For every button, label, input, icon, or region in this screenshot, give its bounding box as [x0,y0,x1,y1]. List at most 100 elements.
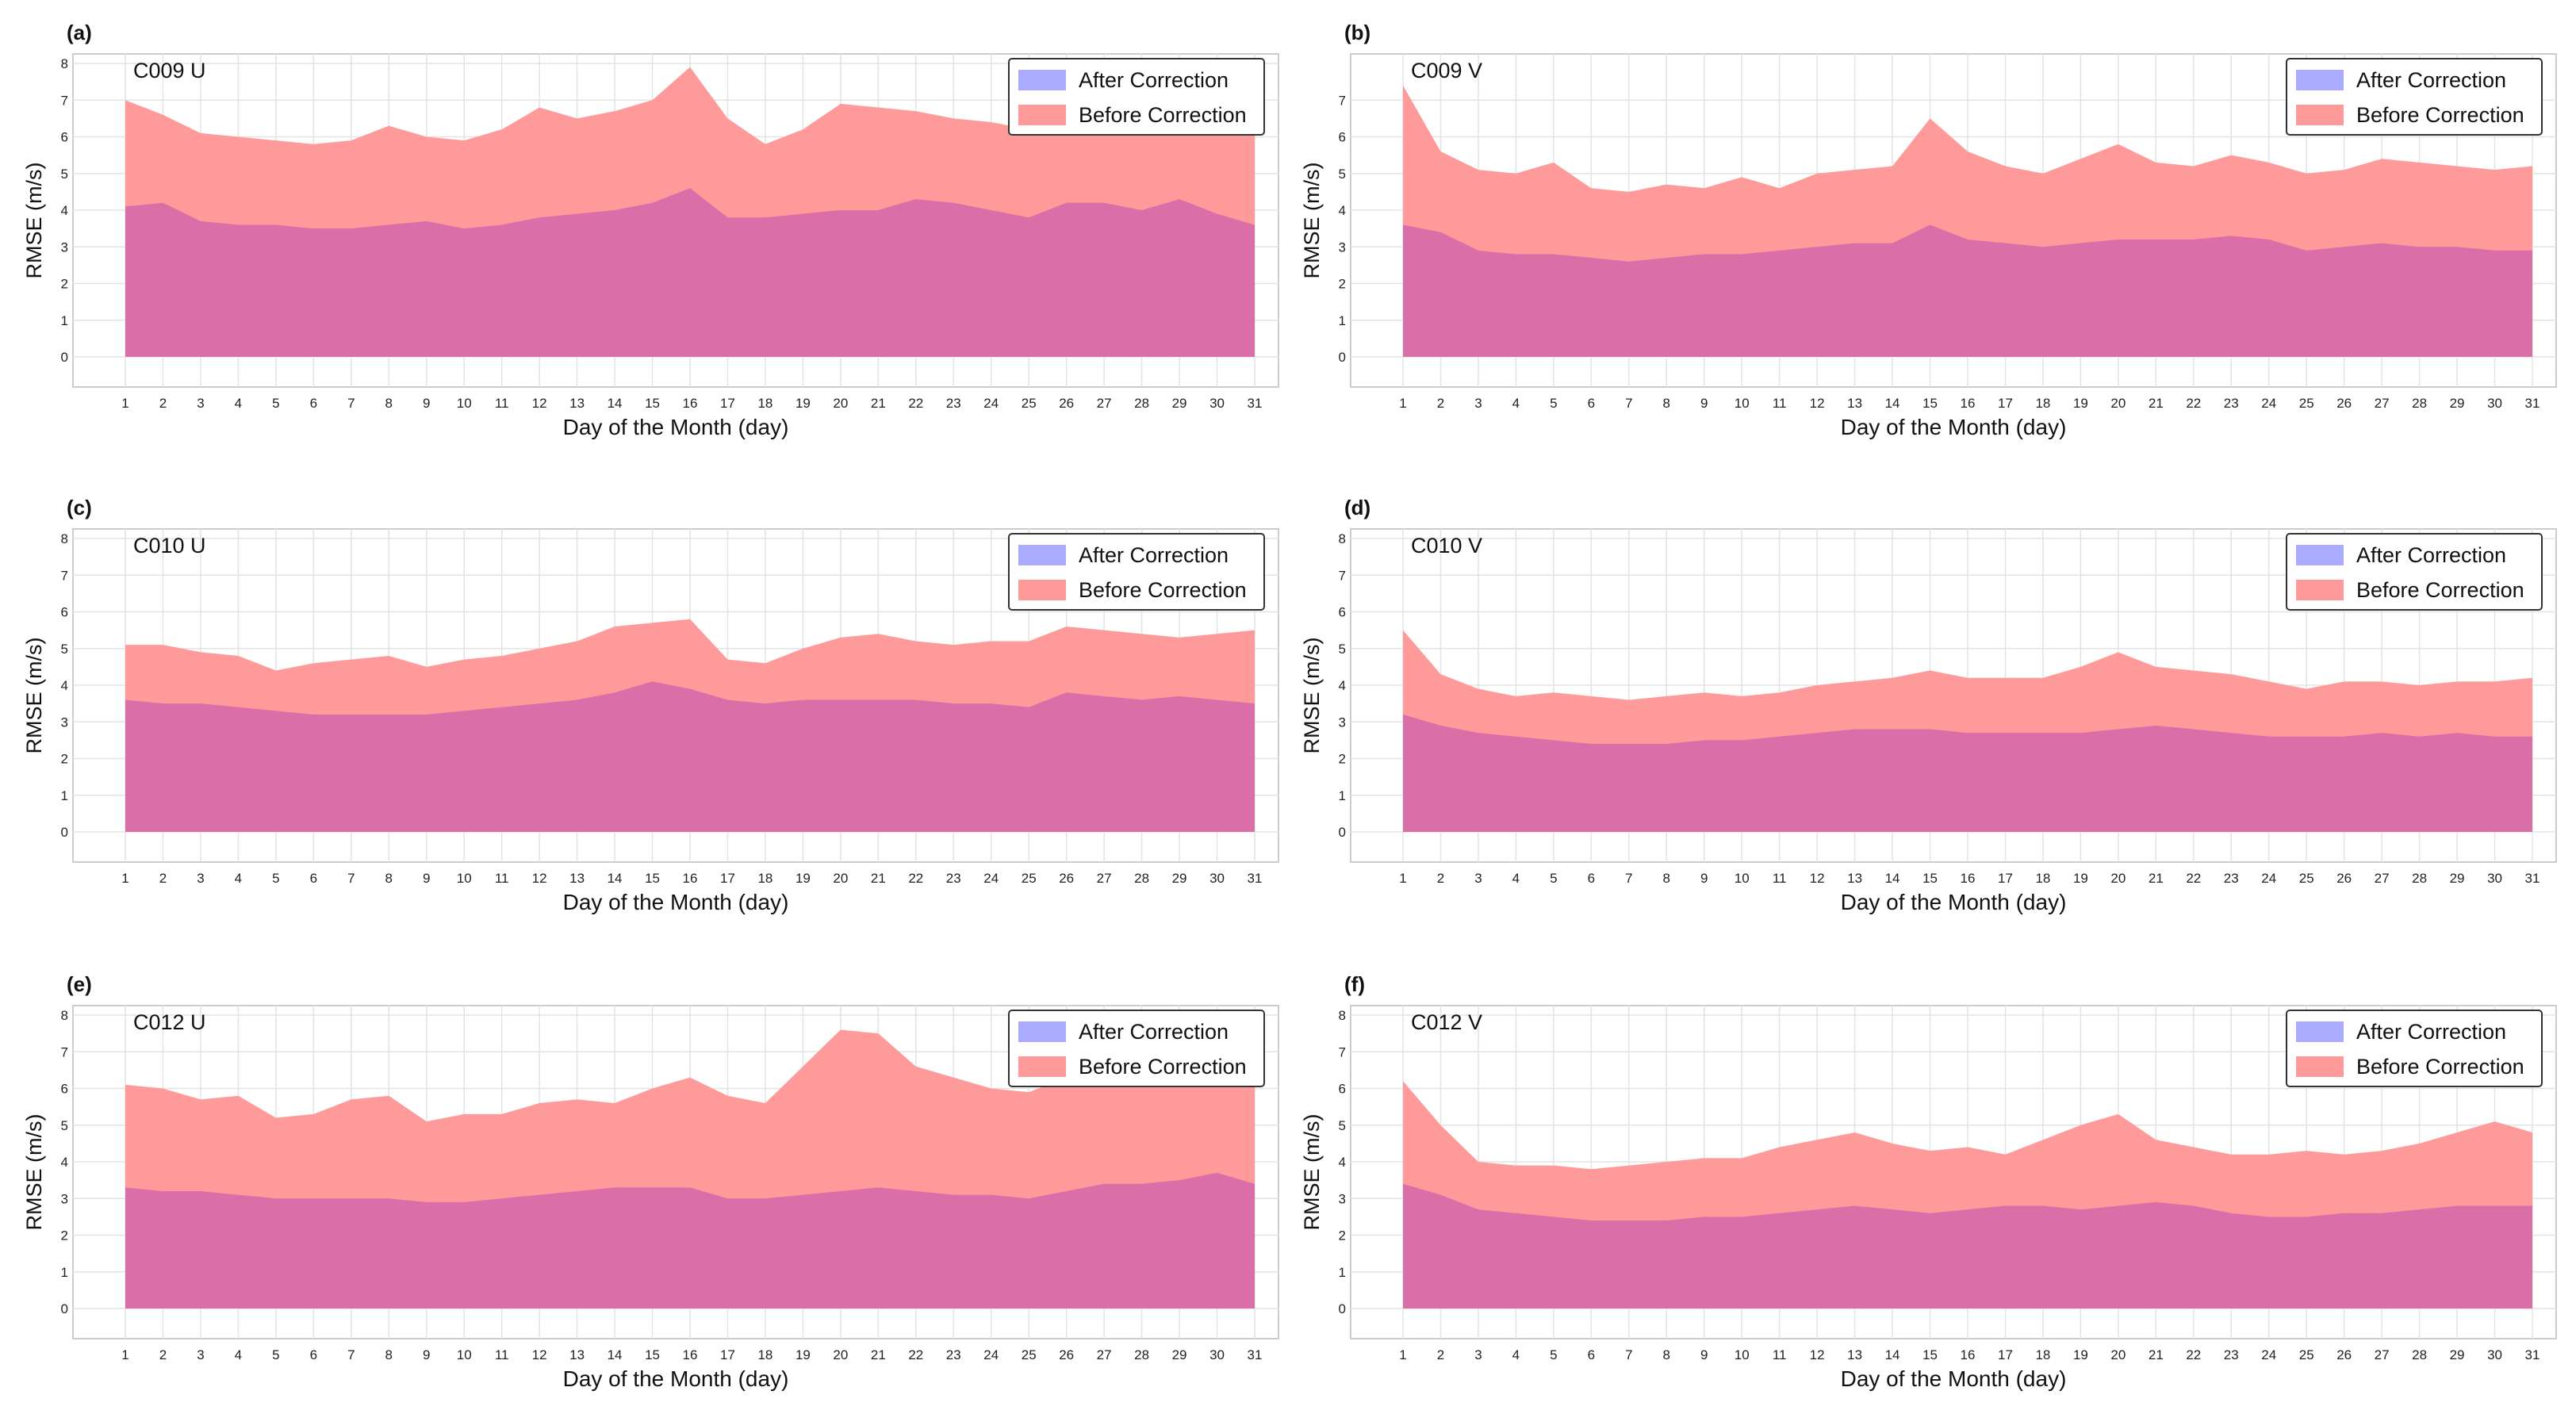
x-tick-label: 28 [1134,1347,1149,1362]
x-tick-label: 12 [1810,1347,1825,1362]
x-tick-label: 19 [795,871,811,886]
x-tick-label: 25 [2299,396,2314,411]
legend-entry: After Correction [1079,1020,1229,1044]
x-tick-label: 30 [2487,871,2502,886]
y-axis-label: RMSE (m/s) [1300,638,1324,754]
y-tick-label: 3 [61,239,68,255]
x-tick-label: 9 [423,1347,430,1362]
x-tick-label: 3 [1474,396,1482,411]
x-tick-label: 24 [983,1347,999,1362]
panel-label: (c) [67,496,92,519]
x-tick-label: 2 [159,871,167,886]
x-tick-label: 30 [1209,871,1225,886]
legend-swatch [1018,580,1066,600]
x-tick-label: 3 [1474,1347,1482,1362]
legend-swatch [1018,1056,1066,1077]
panel-label: (d) [1344,496,1370,519]
panel-b: 1 2 3 4 5 6 7 8 9 10 11 12 13 14 15 16 17 18 19 20 21 22 23 24 2… [1300,21,2557,439]
x-tick-label: 21 [871,1347,886,1362]
x-tick-label: 9 [1700,871,1708,886]
x-tick-label: 15 [1922,396,1938,411]
legend-box [2286,1010,2543,1087]
y-tick-label: 8 [1339,1008,1346,1023]
x-tick-label: 5 [272,396,279,411]
x-tick-label: 16 [1961,396,1976,411]
x-tick-label: 21 [871,396,886,411]
x-tick-label: 5 [272,1347,279,1362]
x-tick-label: 2 [1437,396,1444,411]
y-tick-label: 2 [61,1228,68,1243]
x-tick-label: 17 [1998,871,2013,886]
legend: After Correction Before Correction [2286,58,2543,136]
x-tick-label: 26 [2336,871,2352,886]
x-tick-label: 11 [495,871,509,886]
legend-entry: Before Correction [2356,103,2524,127]
y-tick-label: 4 [61,203,68,218]
x-tick-label: 4 [1512,1347,1520,1362]
x-tick-label: 27 [1097,396,1112,411]
x-tick-label: 8 [385,396,393,411]
area-after-correction [1403,224,2532,357]
area-after-correction [125,1172,1255,1309]
x-tick-label: 23 [2224,871,2239,886]
y-axis-label: RMSE (m/s) [1300,163,1324,279]
x-tick-label: 14 [608,871,623,886]
legend-box [1008,1010,1265,1087]
x-tick-label: 23 [946,871,961,886]
legend-swatch [1018,105,1066,125]
legend-box [2286,58,2543,136]
x-tick-label: 11 [1773,871,1787,886]
x-tick-label: 8 [385,871,393,886]
x-tick-label: 22 [908,396,923,411]
x-tick-label: 14 [1885,1347,1900,1362]
area-after-correction [1403,1183,2532,1309]
y-tick-label: 7 [1339,1044,1346,1060]
panel-e: 1 2 3 4 5 6 7 8 9 10 11 12 13 14 15 16 17 18 19 20 21 22 23 24 2… [22,972,1279,1391]
x-tick-label: 12 [1810,396,1825,411]
x-tick-label: 18 [2035,871,2050,886]
x-tick-label: 15 [645,396,660,411]
legend-entry: After Correction [2356,68,2506,92]
x-tick-label: 7 [347,396,355,411]
legend-entry: After Correction [1079,68,1229,92]
x-tick-label: 17 [1998,396,2013,411]
y-tick-label: 6 [1339,1082,1346,1097]
legend-entry: After Correction [1079,543,1229,567]
panel-title: C009 V [1411,59,1482,82]
panel-title: C010 U [133,534,206,558]
x-tick-label: 2 [159,396,167,411]
x-tick-label: 3 [197,1347,204,1362]
legend-entry: Before Correction [2356,578,2524,602]
x-tick-label: 22 [2186,396,2201,411]
x-tick-label: 8 [1663,1347,1670,1362]
x-tick-label: 20 [833,396,848,411]
legend-box [2286,533,2543,611]
y-tick-label: 0 [1339,825,1346,840]
panel-label: (f) [1344,972,1365,996]
legend-box [1008,533,1265,611]
x-tick-label: 6 [310,1347,317,1362]
area-after-correction [1403,715,2532,832]
panel-title: C010 V [1411,534,1482,558]
x-tick-label: 1 [121,871,128,886]
x-tick-label: 5 [272,871,279,886]
panel-c: 1 2 3 4 5 6 7 8 9 10 11 12 13 14 15 16 17 18 19 20 21 22 23 24 2… [22,496,1279,914]
x-tick-label: 4 [235,1347,242,1362]
legend: After Correction Before Correction [1008,58,1265,136]
y-tick-label: 5 [61,642,68,657]
x-tick-label: 30 [1209,396,1225,411]
x-tick-label: 18 [757,396,772,411]
x-tick-label: 10 [1735,871,1750,886]
x-tick-label: 5 [1550,871,1557,886]
y-tick-label: 3 [1339,715,1346,730]
x-tick-label: 30 [1209,1347,1225,1362]
x-tick-label: 5 [1550,396,1557,411]
x-tick-label: 22 [2186,871,2201,886]
x-tick-label: 8 [1663,396,1670,411]
panel-f: 1 2 3 4 5 6 7 8 9 10 11 12 13 14 15 16 17 18 19 20 21 22 23 24 2… [1300,972,2557,1391]
x-tick-label: 29 [2450,871,2465,886]
y-tick-label: 5 [61,1118,68,1133]
x-tick-label: 13 [569,396,585,411]
x-tick-label: 26 [1059,1347,1074,1362]
y-tick-label: 2 [1339,752,1346,767]
